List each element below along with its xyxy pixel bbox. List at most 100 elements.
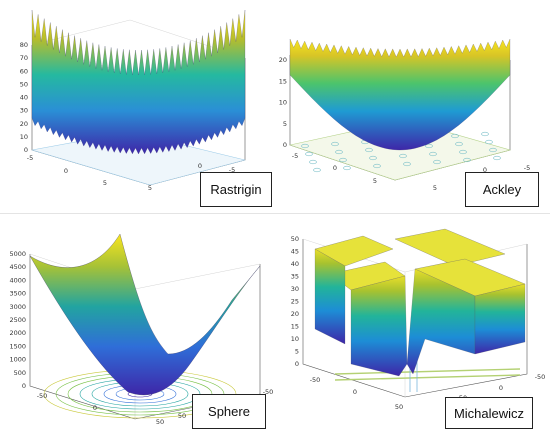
- z-tick-label: 10: [291, 335, 299, 343]
- rastrigin-label: Rastrigin: [200, 172, 272, 207]
- z-tick-label: 2500: [9, 316, 26, 324]
- z-tick-label: 3000: [9, 303, 26, 311]
- contour-ring: [313, 167, 321, 173]
- contour-ring: [301, 143, 309, 149]
- contour-ring: [373, 163, 381, 169]
- sphere-label: Sphere: [192, 394, 266, 429]
- panel-divider: [0, 213, 550, 214]
- contour-ring: [331, 141, 339, 147]
- z-tick-label: 40: [20, 94, 28, 102]
- michalewicz-x-ticks: -50 0 50: [310, 376, 403, 411]
- z-tick-label: 45: [291, 248, 299, 256]
- y-tick-label: 50: [178, 412, 186, 420]
- contour-ring: [365, 147, 373, 153]
- rastrigin-surface: [31, 9, 246, 155]
- z-tick-label: 0: [22, 382, 26, 390]
- z-tick-label: 10: [20, 133, 28, 141]
- x-tick-label: 5: [373, 177, 377, 185]
- contour-ring: [429, 151, 437, 157]
- z-tick-label: 0: [24, 146, 28, 154]
- z-tick-label: 2000: [9, 329, 26, 337]
- contour-ring: [305, 151, 313, 157]
- z-tick-label: 50: [291, 235, 299, 243]
- contour-ring: [459, 149, 467, 155]
- ackley-z-ticks: 0 5 10 15 20: [279, 56, 287, 149]
- x-tick-label: -5: [292, 152, 298, 160]
- z-tick-label: 50: [20, 80, 28, 88]
- z-tick-label: 5: [295, 348, 299, 356]
- y-tick-label: 5: [433, 184, 437, 192]
- sphere-x-ticks: -50 0 50: [37, 392, 164, 426]
- contour-ring: [343, 165, 351, 171]
- z-tick-label: 80: [20, 41, 28, 49]
- x-tick-label: 0: [93, 404, 97, 412]
- z-tick-label: 60: [20, 67, 28, 75]
- z-tick-label: 70: [20, 54, 28, 62]
- y-tick-label: 5: [148, 184, 152, 192]
- y-tick-label: -50: [263, 388, 274, 396]
- contour-ring: [433, 159, 441, 165]
- contour-ring: [481, 131, 489, 137]
- ackley-x-ticks: -5 0 5: [292, 152, 377, 185]
- z-tick-label: 40: [291, 260, 299, 268]
- contour-ring: [485, 139, 493, 145]
- z-tick-label: 30: [291, 285, 299, 293]
- michalewicz-surface: [314, 228, 526, 377]
- x-tick-label: -50: [37, 392, 48, 400]
- z-tick-label: 5: [283, 120, 287, 128]
- z-tick-label: 4000: [9, 276, 26, 284]
- michalewicz-z-ticks: 0 5 10 15 20 25 30 35 40 45 50: [291, 235, 299, 368]
- rastrigin-x-ticks: -5 0 5: [27, 154, 107, 187]
- contour-ring: [335, 149, 343, 155]
- y-tick-label: 0: [198, 162, 202, 170]
- x-tick-label: -50: [310, 376, 321, 384]
- sphere-z-ticks: 0 500 1000 1500 2000 2500 3000 3500 4000 4500 5000: [9, 250, 26, 390]
- z-tick-label: 0: [283, 141, 287, 149]
- z-tick-label: 3500: [9, 290, 26, 298]
- contour-ring: [493, 155, 501, 161]
- sphere-panel: 0 500 1000 1500 2000 2500 3000 3500 4000 4500 5000…: [0, 214, 275, 431]
- y-tick-label: 0: [499, 384, 503, 392]
- z-tick-label: 10: [279, 99, 287, 107]
- z-tick-label: 20: [20, 120, 28, 128]
- z-tick-label: 1000: [9, 356, 26, 364]
- sphere-surface: [29, 233, 261, 396]
- contour-ring: [339, 157, 347, 163]
- sphere-chart: 0500100015002000250030003500400045005000…: [9, 233, 274, 426]
- contour-ring: [403, 161, 411, 167]
- rastrigin-panel: 0 10 20 30 40 50 60 70 80 -5 0 5 -5 0 5 Rastrigin: [0, 0, 275, 213]
- z-tick-label: 4500: [9, 263, 26, 271]
- y-tick-label: -5: [229, 166, 235, 174]
- ackley-label: Ackley: [465, 172, 539, 207]
- x-tick-label: 0: [353, 388, 357, 396]
- y-tick-label: -5: [524, 164, 530, 172]
- z-tick-label: 5000: [9, 250, 26, 258]
- y-tick-label: 0: [483, 166, 487, 174]
- z-tick-label: 20: [279, 56, 287, 64]
- x-tick-label: 50: [395, 403, 403, 411]
- rastrigin-z-ticks: 0 10 20 30 40 50 60 70 80: [20, 41, 28, 154]
- z-tick-label: 1500: [9, 342, 26, 350]
- contour-ring: [399, 153, 407, 159]
- z-tick-label: 20: [291, 310, 299, 318]
- contour-ring: [455, 141, 463, 147]
- contour-ring: [309, 159, 317, 165]
- contour-ring: [451, 133, 459, 139]
- z-tick-label: 25: [291, 298, 299, 306]
- contour-ring: [489, 147, 497, 153]
- x-tick-label: 50: [156, 418, 164, 426]
- x-tick-label: 0: [333, 164, 337, 172]
- contour-ring: [463, 157, 471, 163]
- z-tick-label: 30: [20, 107, 28, 115]
- z-tick-label: 15: [279, 77, 287, 85]
- z-tick-label: 15: [291, 323, 299, 331]
- michalewicz-label: Michalewicz: [445, 397, 533, 429]
- rastrigin-y-ticks: -5 0 5: [148, 162, 235, 192]
- ackley-chart: 0 5 10 15 20 -5 0 5 -5 0 5: [279, 38, 530, 192]
- ackley-y-ticks: -5 0 5: [433, 164, 530, 192]
- x-tick-label: -5: [27, 154, 33, 162]
- ackley-panel: 0 5 10 15 20 -5 0 5 -5 0 5 Ackley: [275, 0, 550, 213]
- z-tick-label: 0: [295, 360, 299, 368]
